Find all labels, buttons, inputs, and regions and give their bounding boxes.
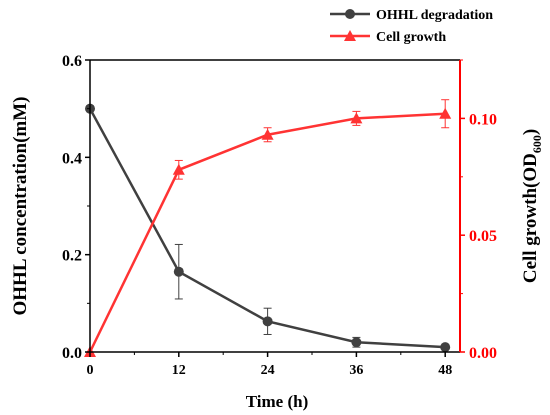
cell-growth-legend-label: Cell growth (376, 30, 446, 45)
y-axis-right-label-end: ) (520, 129, 541, 135)
y-right-tick-label: 0.05 (469, 228, 497, 245)
y-left-tick-label: 0.2 (62, 248, 82, 265)
x-tick-label: 48 (438, 363, 452, 378)
axes: 0 12 24 36 48 0.0 0.2 0.4 0.6 0.00 0.05 0.10 (62, 53, 497, 378)
chart-legend: OHHL degradation Cell growth (330, 8, 493, 45)
ohhl-degradation-point (440, 342, 451, 353)
cell-growth-point (172, 163, 185, 175)
y-left-tick-label: 0.6 (62, 53, 82, 70)
ohhl-degradation-point (262, 316, 273, 327)
y-axis-right-label: Cell growth(OD600) (520, 129, 544, 283)
cell-growth-legend-marker (344, 30, 356, 41)
x-tick-label: 0 (87, 363, 94, 378)
y-left-tick-label: 0.4 (62, 150, 82, 167)
ohhl-degradation-point (173, 266, 184, 277)
x-axis-label: Time (h) (246, 392, 309, 411)
cell-growth-point (261, 128, 274, 140)
ohhl-degradation-point (351, 337, 362, 348)
ohhl-degradation-legend-marker (345, 9, 355, 19)
plot-area (84, 99, 452, 357)
x-tick-label: 12 (172, 363, 186, 378)
x-tick-label: 24 (261, 363, 275, 378)
x-tick-label: 36 (349, 363, 363, 378)
y-axis-right-label-main: Cell growth(OD (520, 153, 541, 283)
y-left-tick-label: 0.0 (62, 345, 82, 362)
y-axis-left-label: OHHL concentration(mM) (10, 97, 31, 316)
y-right-tick-label: 0.00 (469, 345, 497, 362)
ohhl-degradation-legend-label: OHHL degradation (376, 8, 493, 23)
y-axis-right-label-subscript: 600 (530, 135, 544, 153)
cell-growth-point (439, 107, 452, 119)
y-right-tick-label: 0.10 (469, 111, 497, 128)
cell-growth-point (350, 112, 363, 124)
